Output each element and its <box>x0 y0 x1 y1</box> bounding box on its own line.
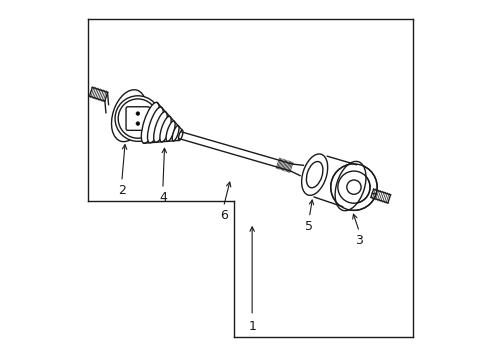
Circle shape <box>136 122 140 125</box>
Ellipse shape <box>147 107 163 143</box>
Ellipse shape <box>141 102 159 143</box>
Text: 6: 6 <box>220 209 227 222</box>
Ellipse shape <box>178 130 183 140</box>
Ellipse shape <box>302 154 328 195</box>
Text: 3: 3 <box>355 234 363 247</box>
Text: 4: 4 <box>159 192 167 204</box>
Ellipse shape <box>335 161 366 211</box>
Text: 2: 2 <box>118 184 126 197</box>
Circle shape <box>136 112 140 115</box>
Ellipse shape <box>306 162 323 188</box>
Circle shape <box>331 164 377 210</box>
Ellipse shape <box>172 126 179 141</box>
Circle shape <box>118 99 157 138</box>
Ellipse shape <box>154 112 167 142</box>
FancyBboxPatch shape <box>126 107 149 130</box>
Ellipse shape <box>166 121 175 141</box>
Ellipse shape <box>112 90 147 142</box>
Text: 5: 5 <box>305 220 313 233</box>
Ellipse shape <box>160 116 171 142</box>
Circle shape <box>115 96 161 141</box>
Circle shape <box>347 180 361 194</box>
Text: 1: 1 <box>248 320 256 333</box>
Circle shape <box>338 171 370 203</box>
